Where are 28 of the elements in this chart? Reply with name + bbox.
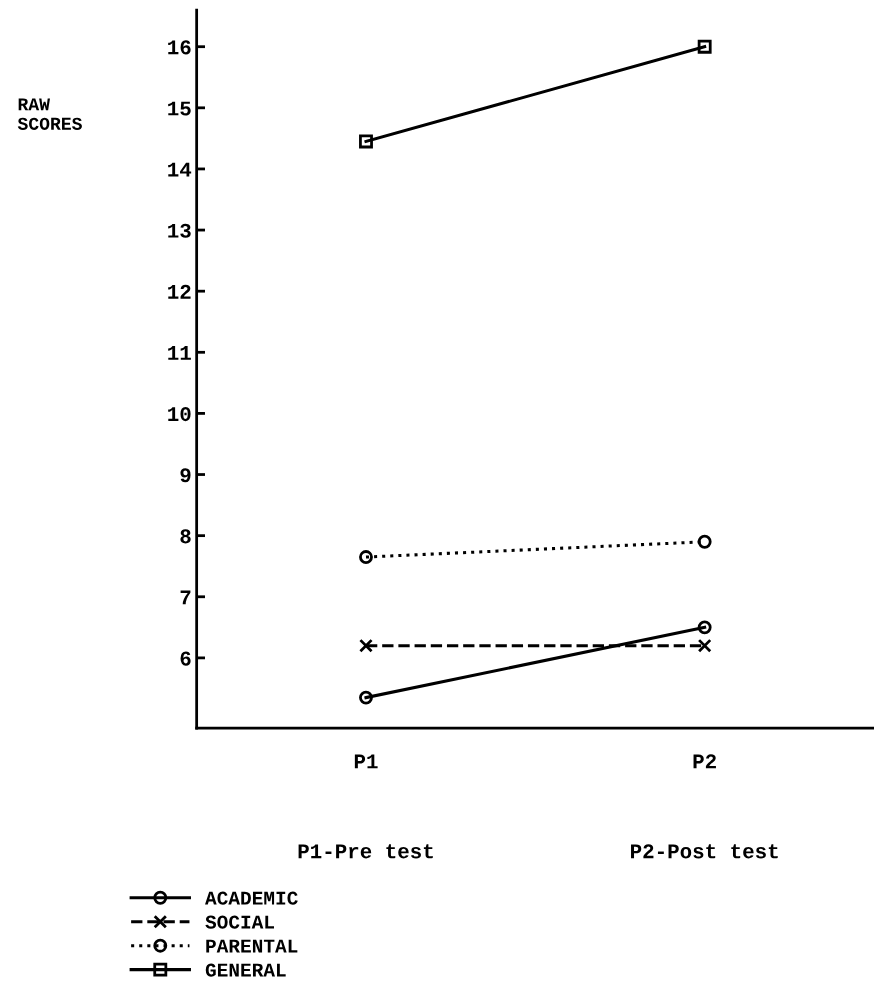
y-tick-label: 16 bbox=[168, 40, 191, 55]
y-tick-label: 13 bbox=[168, 223, 191, 238]
y-tick-label: 15 bbox=[168, 101, 191, 116]
x-tick-label: P1 bbox=[354, 754, 378, 769]
y-tick-label: 9 bbox=[180, 468, 191, 483]
y-tick-label: 12 bbox=[168, 284, 191, 299]
point bbox=[697, 638, 712, 653]
legend-label: PARENTAL bbox=[206, 939, 298, 953]
legend-label: SOCIAL bbox=[205, 915, 274, 929]
point bbox=[697, 39, 712, 54]
text: P1-Pre test bbox=[298, 844, 433, 859]
point bbox=[697, 534, 712, 549]
y-tick-label: 14 bbox=[168, 162, 192, 177]
point bbox=[359, 550, 373, 564]
y-tick-label: 11 bbox=[168, 346, 191, 360]
legend-label: ACADEMIC bbox=[205, 891, 298, 905]
point bbox=[359, 134, 373, 149]
point bbox=[697, 620, 712, 635]
y-tick-label: 7 bbox=[180, 590, 191, 605]
y-tick-label: 8 bbox=[180, 529, 191, 544]
point bbox=[359, 690, 373, 705]
y-axis-title: RAW SCORES bbox=[17, 98, 82, 130]
y-tick-label: 10 bbox=[168, 407, 191, 422]
point bbox=[359, 638, 373, 653]
text: P2-Post test bbox=[631, 844, 778, 859]
x-tick-label: P2 bbox=[693, 754, 716, 769]
legend-label: GENERAL bbox=[205, 963, 286, 977]
y-tick-label: 6 bbox=[180, 651, 191, 666]
